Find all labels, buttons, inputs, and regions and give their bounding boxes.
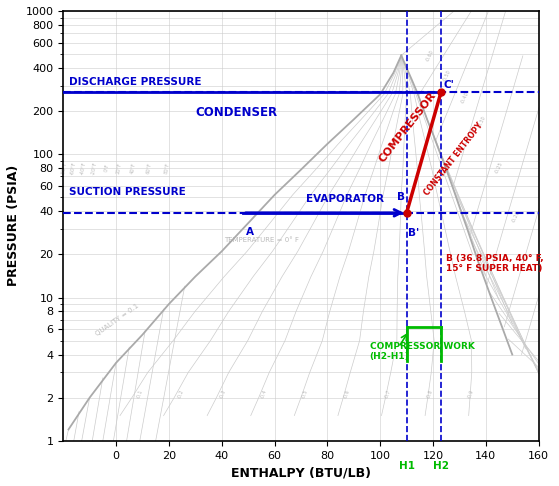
Text: -60°F: -60°F [70, 161, 77, 175]
Text: CONDENSER: CONDENSER [195, 106, 277, 120]
Text: -0.5: -0.5 [301, 388, 309, 399]
Text: C': C' [443, 80, 454, 90]
X-axis label: ENTHALPY (BTU/LB): ENTHALPY (BTU/LB) [231, 466, 371, 479]
Text: COMPRESSOR: COMPRESSOR [377, 90, 438, 164]
Text: DISCHARGE PRESSURE: DISCHARGE PRESSURE [69, 77, 201, 87]
Text: B: B [397, 192, 405, 203]
Text: 40°F: 40°F [130, 162, 137, 174]
Text: COMPRESSOR WORK
(H2-H1): COMPRESSOR WORK (H2-H1) [369, 342, 475, 361]
Text: -0.6: -0.6 [343, 388, 350, 399]
Text: -20°F: -20°F [91, 161, 98, 175]
Text: 20°F: 20°F [115, 162, 122, 174]
Text: -0.2: -0.2 [177, 388, 185, 399]
Text: SUCTION PRESSURE: SUCTION PRESSURE [69, 187, 185, 197]
Y-axis label: PRESSURE (PSIA): PRESSURE (PSIA) [7, 165, 20, 286]
Text: -0.7: -0.7 [384, 388, 392, 399]
Text: -40°F: -40°F [79, 161, 87, 175]
Text: -0.30: -0.30 [477, 115, 487, 128]
Text: -0.9: -0.9 [467, 389, 475, 399]
Text: B': B' [408, 228, 419, 238]
Text: H1: H1 [399, 461, 415, 471]
Text: -0.8: -0.8 [425, 388, 433, 399]
Text: QUALITY = 0.1: QUALITY = 0.1 [95, 303, 140, 337]
Text: -80°F: -80°F [61, 161, 68, 175]
Text: TEMPERATURE = 0° F: TEMPERATURE = 0° F [224, 238, 299, 243]
Text: H2: H2 [433, 461, 449, 471]
Text: A: A [245, 226, 253, 237]
Text: -0.3: -0.3 [219, 388, 226, 399]
Text: -0.60: -0.60 [425, 49, 435, 62]
Text: B (36.8 PSIA, 40° F,
15° F SUPER HEAT): B (36.8 PSIA, 40° F, 15° F SUPER HEAT) [446, 254, 544, 273]
Text: 60°F: 60°F [145, 162, 153, 174]
Text: -0.40: -0.40 [459, 91, 470, 105]
Text: -0.50: -0.50 [443, 69, 452, 82]
Text: -0.25: -0.25 [494, 161, 504, 175]
Text: 80°F: 80°F [164, 162, 171, 174]
Text: CONSTANT ENTROPY: CONSTANT ENTROPY [423, 121, 485, 197]
Text: -0.1: -0.1 [136, 388, 144, 399]
Text: EVAPORATOR: EVAPORATOR [306, 194, 384, 204]
Text: 0°F: 0°F [103, 164, 110, 173]
Text: -0.20: -0.20 [511, 209, 521, 223]
Text: -0.4: -0.4 [260, 388, 268, 399]
